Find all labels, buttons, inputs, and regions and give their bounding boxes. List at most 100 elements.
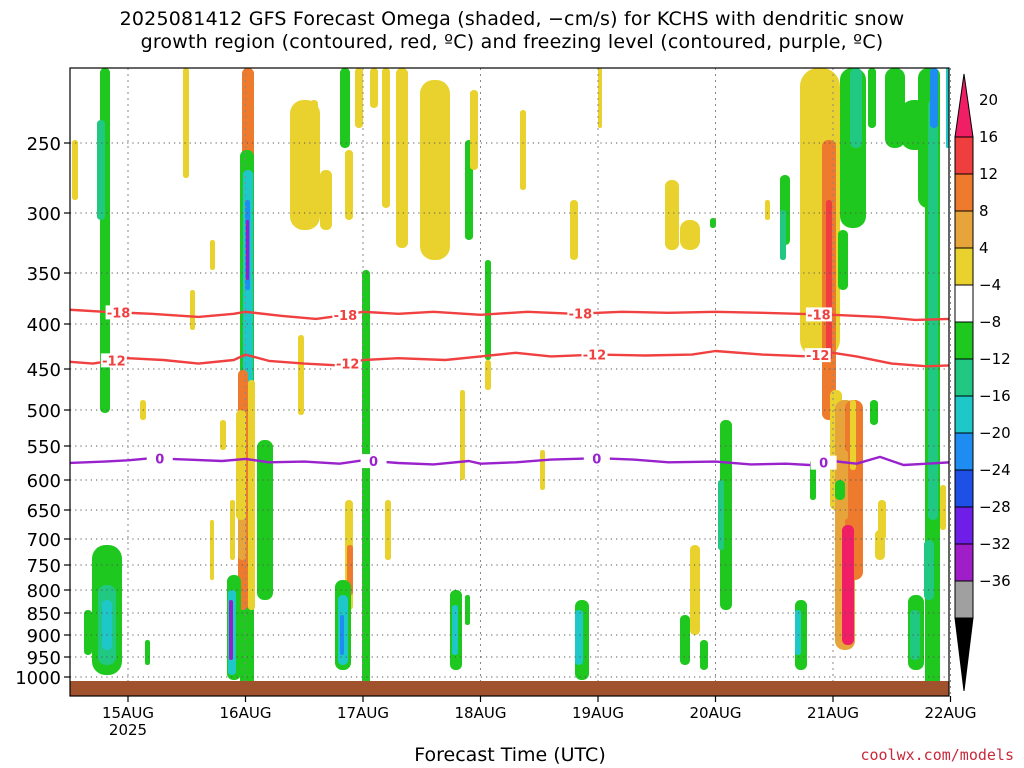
colorbar-label: −12: [979, 350, 1011, 368]
colorbar-swatch: [954, 136, 974, 175]
omega-shade-cell: [310, 100, 318, 160]
ground-layer: [70, 681, 949, 696]
omega-shade-cell: [382, 68, 390, 208]
contour-label-bg: [581, 347, 608, 362]
omega-shade-cell: [700, 640, 708, 670]
colorbar-swatch: [954, 321, 974, 360]
omega-shade-cell: [710, 218, 716, 228]
colorbar-swatch: [954, 247, 974, 286]
omega-shade-cell: [210, 520, 214, 580]
y-tick-label: 600: [27, 471, 61, 492]
omega-shade-cell: [940, 485, 946, 530]
omega-shade-cell: [320, 170, 332, 230]
colorbar-swatch: [954, 358, 974, 397]
source-credit: coolwx.com/models: [860, 746, 1014, 764]
y-tick-label: 450: [27, 360, 61, 381]
omega-shade-cell: [145, 640, 150, 665]
colorbar-label: 4: [979, 239, 989, 257]
grid-lines: [70, 68, 951, 696]
contour-label: -18: [569, 308, 593, 323]
omega-shade-cell: [340, 68, 350, 148]
omega-shade-cell: [718, 480, 724, 550]
y-tick-label: 650: [27, 501, 61, 522]
y-axis-ticks: 2503003504004505005506006507007508008509…: [15, 134, 70, 689]
colorbar-swatch: [954, 617, 974, 692]
colorbar-label: −8: [979, 313, 1001, 331]
omega-shade-cell: [946, 68, 949, 148]
x-tick-label: 16AUG: [220, 704, 272, 722]
colorbar-label: −28: [979, 498, 1011, 516]
x-tick-label: 18AUG: [455, 704, 507, 722]
omega-shade-cell: [826, 200, 832, 360]
chart-title-line1: 2025081412 GFS Forecast Omega (shaded, −…: [119, 8, 905, 30]
omega-shade-cell: [520, 110, 526, 190]
colorbar-label: 16: [979, 128, 998, 146]
omega-shade-cell: [835, 480, 845, 500]
colorbar-swatch: [954, 395, 974, 434]
omega-shade-cell: [385, 500, 391, 560]
omega-shade-cell: [485, 260, 491, 360]
omega-shade-cell: [680, 615, 690, 665]
contour-label-bg: [105, 305, 132, 320]
omega-shade-cell: [345, 150, 353, 220]
omega-shade-cell: [210, 240, 215, 270]
omega-shade-cell: [598, 68, 602, 128]
omega-shade-cell: [838, 230, 848, 290]
contour-label-bg: [146, 451, 173, 466]
omega-shade-cell: [575, 610, 583, 665]
contour-lines: -18 -18 -18 -18 -12 -12 -12 -12 0 0 0 0: [70, 305, 949, 472]
omega-shade-cell: [370, 68, 378, 108]
contour-label-bg: [332, 307, 359, 322]
omega-shade-cell: [298, 335, 304, 415]
contour-label: 0: [155, 453, 164, 468]
contour-label: -12: [336, 358, 360, 373]
omega-shade-cell: [850, 68, 862, 148]
x-tick-label: 15AUG: [102, 704, 154, 722]
omega-shade-cell: [570, 200, 578, 260]
contour-label-bg: [583, 451, 610, 466]
x-axis-label: Forecast Time (UTC): [414, 744, 606, 766]
omega-shade-cell: [236, 410, 246, 520]
plot-frame: [69, 67, 950, 697]
omega-shade-cell: [460, 390, 465, 480]
omega-shade-cell: [875, 530, 885, 560]
omega-shade-cell: [680, 220, 700, 250]
omega-shade-cell: [795, 610, 801, 655]
y-tick-label: 950: [27, 648, 61, 669]
omega-shade-cell: [72, 140, 78, 200]
x-tick-label: 22AUG: [925, 704, 977, 722]
y-tick-label: 750: [27, 556, 61, 577]
colorbar-label: −4: [979, 276, 1001, 294]
omega-shade-cell: [102, 600, 112, 650]
contour-label: -12: [583, 349, 607, 364]
omega-shade-cell: [84, 610, 92, 655]
contour-label-bg: [567, 306, 594, 321]
colorbar-swatch: [954, 432, 974, 471]
omega-shade-cell: [868, 68, 876, 128]
y-tick-label: 550: [27, 437, 61, 458]
omega-shade-cell: [97, 120, 105, 220]
omega-shade-cell: [910, 610, 920, 660]
omega-shade-cell: [815, 68, 825, 128]
colorbar-label: −16: [979, 387, 1011, 405]
colorbar-swatch: [954, 73, 974, 138]
colorbar: 20 16 12 8 4 −4 −8 −12 −16 −20 −24 −28 −32 −36: [954, 73, 1011, 692]
contour-label: 0: [369, 455, 378, 470]
omega-shade-cell: [465, 595, 470, 625]
colorbar-swatch: [954, 173, 974, 212]
omega-shade-cell: [924, 540, 934, 600]
colorbar-swatch: [954, 506, 974, 545]
y-tick-label: 250: [27, 134, 61, 155]
y-tick-label: 900: [27, 626, 61, 647]
y-tick-label: 400: [27, 315, 61, 336]
omega-shade-cell: [257, 440, 273, 600]
y-tick-label: 800: [27, 581, 61, 602]
x-tick-label: 19AUG: [572, 704, 624, 722]
omega-shade-cell: [355, 68, 363, 128]
x-tick-label: 17AUG: [337, 704, 389, 722]
contour-label: -12: [806, 349, 830, 364]
omega-shade-cell: [229, 600, 233, 660]
contour-label-bg: [810, 455, 837, 470]
colorbar-swatch: [954, 469, 974, 508]
